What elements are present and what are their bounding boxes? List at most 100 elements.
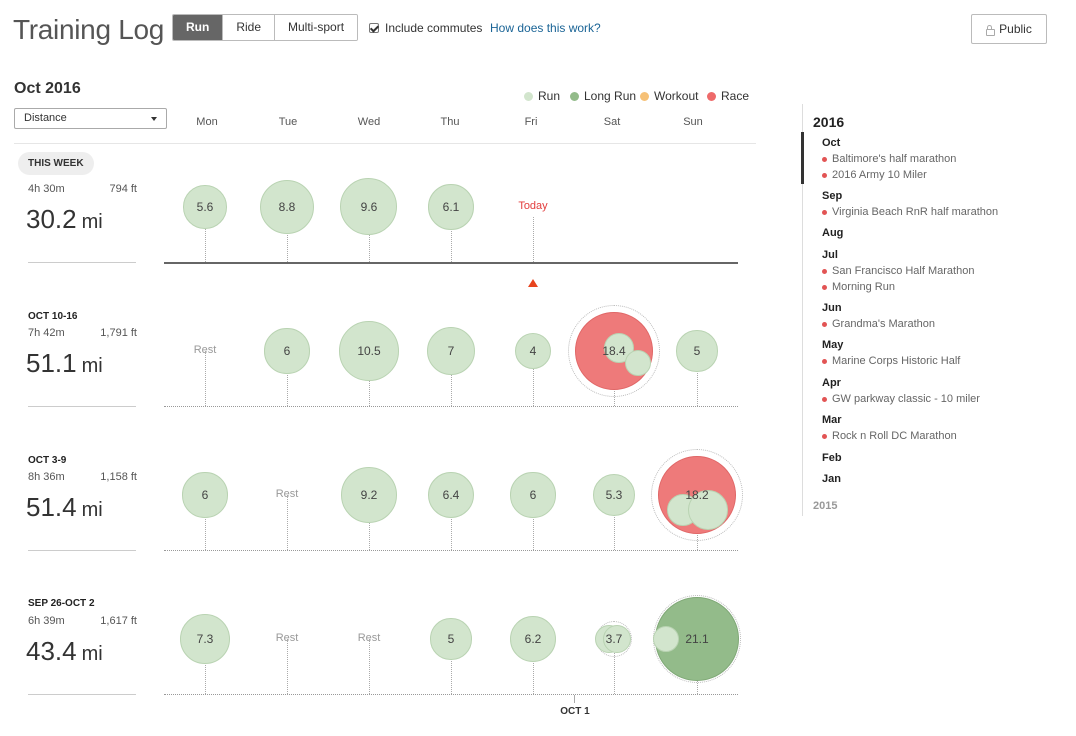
sidebar-race-label: Marine Corps Historic Half xyxy=(832,355,961,367)
rest-day-label: Rest xyxy=(193,344,217,356)
legend-race-label: Race xyxy=(721,89,750,103)
sidebar-month-oct[interactable]: Oct xyxy=(822,137,841,149)
include-commutes-toggle[interactable]: Include commutes xyxy=(369,21,482,35)
sidebar-race-item[interactable]: San Francisco Half Marathon xyxy=(822,265,974,277)
activity-bubble-sun[interactable]: 5 xyxy=(676,330,718,372)
sidebar-race-item[interactable]: 2016 Army 10 Miler xyxy=(822,169,927,181)
sidebar-month-aug[interactable]: Aug xyxy=(822,227,844,239)
activity-bubble-mon[interactable]: 7.3 xyxy=(180,614,230,664)
activity-bubble-tue[interactable]: 8.8 xyxy=(259,179,315,235)
activity-bubble-fri[interactable]: 6 xyxy=(510,472,556,518)
sidebar-race-item[interactable]: Morning Run xyxy=(822,281,895,293)
multi-sport-tab[interactable]: Multi-sport xyxy=(275,15,358,40)
activity-bubble-wed[interactable]: 9.6 xyxy=(340,178,398,236)
how-does-this-work-link[interactable]: How does this work? xyxy=(490,21,601,35)
metric-select[interactable]: Distance xyxy=(14,108,167,129)
week-elevation: 794 ft xyxy=(109,183,137,195)
day-stem xyxy=(533,217,534,262)
sidebar-month-jan[interactable]: Jan xyxy=(822,473,841,485)
activity-bubble-mon[interactable]: 6 xyxy=(182,472,228,518)
legend-race: Race xyxy=(707,89,749,103)
include-commutes-label: Include commutes xyxy=(385,21,483,35)
week-elevation: 1,791 ft xyxy=(100,327,137,339)
day-header-thu: Thu xyxy=(440,116,460,128)
sidebar-month-jul[interactable]: Jul xyxy=(822,249,838,261)
sidebar-month-may[interactable]: May xyxy=(822,339,844,351)
activity-bubble-secondary[interactable] xyxy=(653,626,679,652)
metric-select-value: Distance xyxy=(24,112,67,124)
day-stem xyxy=(205,639,206,694)
week-distance: 51.1 mi xyxy=(26,348,103,379)
week-summary-divider xyxy=(28,694,136,695)
day-header-mon: Mon xyxy=(196,116,218,128)
header-divider xyxy=(14,143,756,144)
sidebar-race-item[interactable]: Virginia Beach RnR half marathon xyxy=(822,206,998,218)
sidebar-race-label: GW parkway classic - 10 miler xyxy=(832,393,980,405)
day-stem xyxy=(369,639,370,694)
this-week-badge: THIS WEEK xyxy=(18,152,94,175)
week-baseline xyxy=(164,694,738,695)
lock-icon xyxy=(986,24,996,36)
legend-workout: Workout xyxy=(640,89,698,103)
sidebar-month-jun[interactable]: Jun xyxy=(822,302,842,314)
activity-bubble-secondary[interactable] xyxy=(625,350,651,376)
week-label: SEP 26-OCT 2 xyxy=(28,598,95,609)
activity-bubble-sat[interactable]: 5.3 xyxy=(592,473,636,517)
day-stem xyxy=(287,639,288,694)
race-dot-icon xyxy=(822,156,827,162)
caret-down-icon xyxy=(151,117,157,121)
activity-bubble-thu[interactable]: 6.1 xyxy=(428,184,474,230)
rest-day-label: Rest xyxy=(357,632,381,644)
public-button[interactable]: Public xyxy=(971,14,1047,44)
sidebar-race-label: Baltimore's half marathon xyxy=(832,153,957,165)
distance-unit: mi xyxy=(81,211,103,233)
sidebar-month-feb[interactable]: Feb xyxy=(822,452,842,464)
ride-tab[interactable]: Ride xyxy=(223,15,276,40)
day-header-sat: Sat xyxy=(603,116,621,128)
sidebar-month-sep[interactable]: Sep xyxy=(822,190,843,202)
activity-bubble-fri[interactable]: 4 xyxy=(514,332,552,370)
day-stem xyxy=(205,207,206,262)
distance-unit: mi xyxy=(81,643,103,665)
rest-day-label: Rest xyxy=(275,632,299,644)
activity-bubble-thu[interactable]: 6.4 xyxy=(427,471,475,519)
sidebar-race-label: Rock n Roll DC Marathon xyxy=(832,430,957,442)
long-run-dot-icon xyxy=(570,91,579,101)
sidebar-month-mar[interactable]: Mar xyxy=(822,414,842,426)
activity-bubble-thu[interactable]: 7 xyxy=(426,326,476,376)
sidebar-race-item[interactable]: Grandma's Marathon xyxy=(822,318,935,330)
sidebar-race-item[interactable]: Marine Corps Historic Half xyxy=(822,355,960,367)
activity-bubble-fri[interactable]: 6.2 xyxy=(510,616,556,662)
race-dot-icon xyxy=(822,209,827,215)
today-label: Today xyxy=(518,200,548,212)
sidebar-year[interactable]: 2016 xyxy=(813,114,845,130)
activity-bubble-sat[interactable] xyxy=(603,625,631,653)
day-stem xyxy=(533,639,534,694)
run-tab[interactable]: Run xyxy=(173,15,224,40)
sidebar-month-apr[interactable]: Apr xyxy=(822,377,841,389)
week-distance: 30.2 mi xyxy=(26,204,103,235)
sidebar-race-item[interactable]: Rock n Roll DC Marathon xyxy=(822,430,957,442)
sidebar-prev-year[interactable]: 2015 xyxy=(813,500,838,512)
workout-dot-icon xyxy=(640,91,649,101)
week-distance-value: 43.4 xyxy=(26,636,77,666)
activity-bubble-tue[interactable]: 6 xyxy=(264,328,310,374)
page-title: Training Log xyxy=(13,14,165,45)
sidebar-active-indicator xyxy=(801,132,804,184)
distance-unit: mi xyxy=(81,499,103,521)
activity-bubble-secondary[interactable] xyxy=(688,490,728,530)
sidebar-race-item[interactable]: Baltimore's half marathon xyxy=(822,153,956,165)
week-time: 6h 39m xyxy=(28,615,65,627)
include-commutes-checkbox[interactable] xyxy=(369,23,379,33)
activity-bubble-wed[interactable]: 10.5 xyxy=(339,321,399,381)
sidebar-race-item[interactable]: GW parkway classic - 10 miler xyxy=(822,393,980,405)
race-dot-icon xyxy=(707,91,716,101)
day-stem xyxy=(451,351,452,406)
week-time: 8h 36m xyxy=(28,471,65,483)
day-stem xyxy=(533,495,534,550)
week-baseline xyxy=(164,550,738,551)
activity-bubble-wed[interactable]: 9.2 xyxy=(341,467,397,523)
activity-bubble-thu[interactable]: 5 xyxy=(430,618,472,660)
activity-bubble-mon[interactable]: 5.6 xyxy=(183,185,227,229)
activity-value-label: 21.1 xyxy=(685,632,709,646)
